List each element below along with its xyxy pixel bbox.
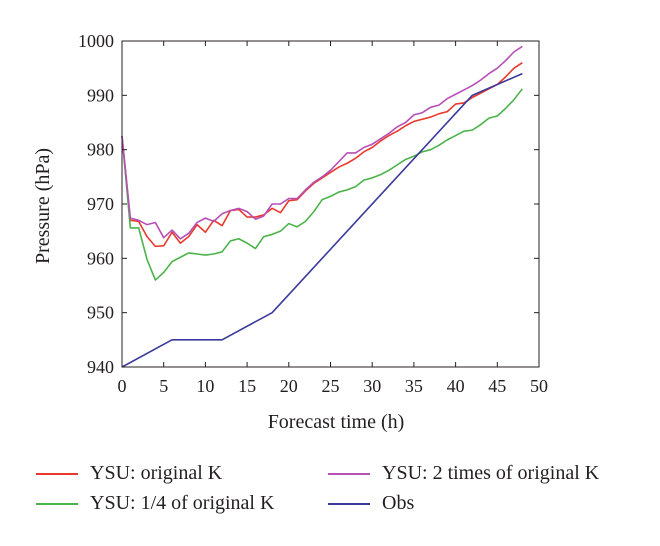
y-tick-label: 980 xyxy=(87,140,114,160)
legend-item-quarter-k: YSU: 1/4 of original K xyxy=(36,492,274,515)
legend-swatch-original-k xyxy=(36,472,78,475)
x-tick-label: 45 xyxy=(488,376,506,396)
y-axis-title: Pressure (hPa) xyxy=(32,148,54,264)
legend-swatch-obs xyxy=(328,502,370,505)
series-line-1 xyxy=(121,88,523,281)
x-tick-label: 35 xyxy=(405,376,423,396)
x-tick-label: 40 xyxy=(447,376,465,396)
plot-background xyxy=(122,41,539,367)
x-tick-label: 0 xyxy=(118,376,127,396)
x-tick-label: 20 xyxy=(280,376,298,396)
y-tick-label: 960 xyxy=(87,248,114,268)
legend-item-double-k: YSU: 2 times of original K xyxy=(328,462,599,485)
legend-label-obs: Obs xyxy=(382,492,415,514)
x-axis-title: Forecast time (h) xyxy=(268,411,405,433)
series-layer xyxy=(121,45,523,368)
legend-swatch-quarter-k xyxy=(36,502,78,505)
x-tick-label: 50 xyxy=(530,376,548,396)
legend-item-obs: Obs xyxy=(328,492,414,515)
legend-item-original-k: YSU: original K xyxy=(36,462,222,485)
legend-label-quarter-k: YSU: 1/4 of original K xyxy=(90,492,275,514)
y-tick-label: 1000 xyxy=(78,31,114,51)
line-chart: 0 5 10 15 20 25 30 35 40 45 50 940 950 960 970 980 990 10… xyxy=(32,31,548,433)
y-tick-label: 990 xyxy=(87,85,114,105)
x-tick-label: 10 xyxy=(196,376,214,396)
axes-layer: 0 5 10 15 20 25 30 35 40 45 50 940 950 960 970 980 990 10… xyxy=(78,31,548,396)
series-line-3 xyxy=(121,72,523,368)
x-tick-label: 5 xyxy=(159,376,168,396)
y-tick-label: 940 xyxy=(87,357,114,377)
legend-swatch-double-k xyxy=(328,472,370,475)
legend-label-original-k: YSU: original K xyxy=(90,462,223,484)
x-tick-label: 25 xyxy=(322,376,340,396)
x-tick-label: 30 xyxy=(363,376,381,396)
y-tick-label: 970 xyxy=(87,194,114,214)
plot-area xyxy=(122,41,539,367)
x-tick-label: 15 xyxy=(238,376,256,396)
y-tick-label: 950 xyxy=(87,303,114,323)
legend: YSU: original K YSU: 1/4 of original K Y… xyxy=(0,452,660,522)
series-line-2 xyxy=(121,45,523,240)
legend-label-double-k: YSU: 2 times of original K xyxy=(382,462,600,484)
series-line-0 xyxy=(121,62,523,248)
